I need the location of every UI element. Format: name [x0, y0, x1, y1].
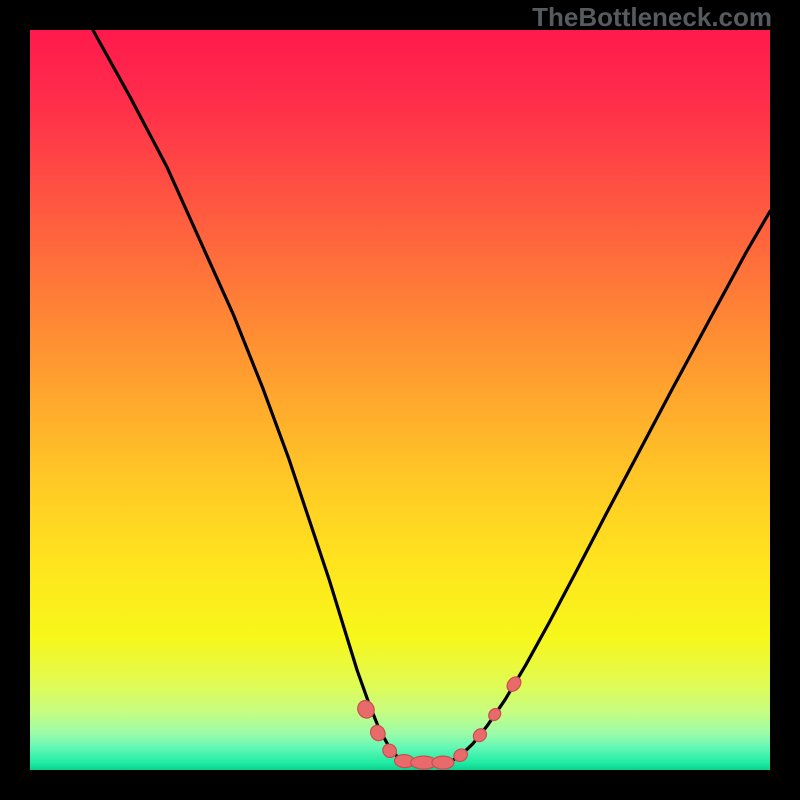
- bottleneck-marker: [432, 756, 454, 769]
- chart-stage: TheBottleneck.com: [0, 0, 800, 800]
- bottleneck-curve-path: [93, 30, 770, 763]
- watermark-label: TheBottleneck.com: [532, 2, 772, 33]
- bottleneck-marker: [504, 674, 523, 694]
- plot-area: [30, 30, 770, 770]
- bottleneck-markers: [355, 674, 524, 769]
- bottleneck-curve: [30, 30, 770, 770]
